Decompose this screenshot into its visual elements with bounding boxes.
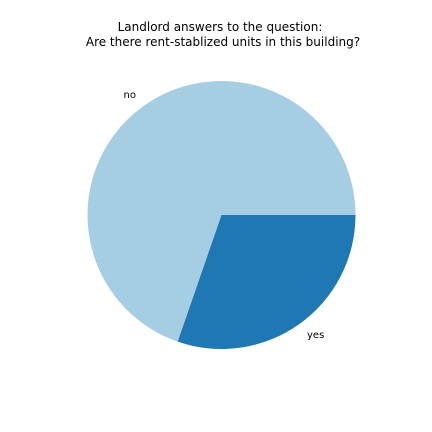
chart-title-line-2: Are there rent-stablized units in this b… [86, 35, 360, 49]
pie-label-no: no [124, 90, 136, 101]
chart-title-line-1: Landlord answers to the question: [118, 20, 323, 34]
chart-title: Landlord answers to the question: Are th… [86, 20, 360, 49]
pie-label-yes: yes [307, 330, 324, 341]
pie-slice-yes [177, 215, 356, 350]
pie-slices [87, 81, 356, 350]
pie-slice-no [87, 81, 356, 342]
pie-labels: no yes [124, 90, 325, 341]
